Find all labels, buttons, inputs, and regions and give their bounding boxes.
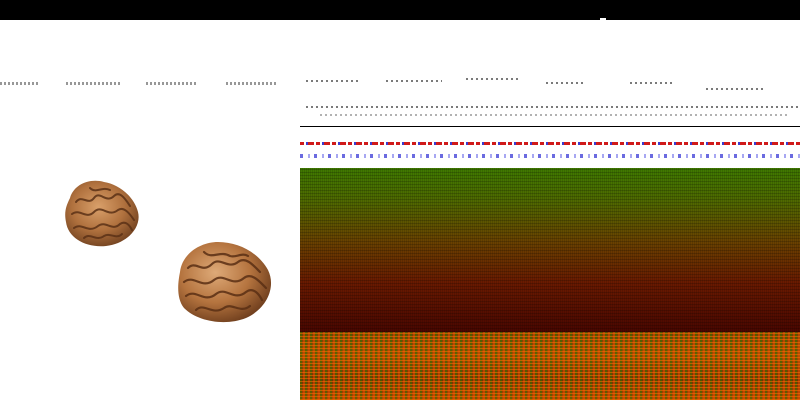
header-text-3 bbox=[466, 78, 520, 80]
menu-item-2[interactable] bbox=[66, 82, 120, 85]
header-text-6 bbox=[706, 88, 766, 90]
header-subtext-2 bbox=[320, 114, 790, 116]
top-black-bar bbox=[0, 0, 800, 20]
menu-item-3[interactable] bbox=[146, 82, 198, 85]
header-text-1 bbox=[306, 80, 360, 82]
orange-noise-panel bbox=[300, 332, 800, 400]
topbar-marker bbox=[600, 18, 606, 20]
menu-item-4[interactable] bbox=[226, 82, 278, 85]
menu-item-1[interactable] bbox=[0, 82, 40, 85]
highlight-row-red bbox=[300, 140, 800, 148]
header-divider bbox=[300, 126, 800, 127]
green-to-red-gradient-panel bbox=[300, 168, 800, 332]
walnut-object-2 bbox=[178, 242, 272, 323]
left-menu-strip bbox=[0, 82, 300, 92]
content-header bbox=[300, 70, 800, 126]
header-text-2 bbox=[386, 80, 442, 82]
header-subtext bbox=[306, 106, 798, 108]
walnut-object-1 bbox=[65, 180, 139, 247]
header-text-4 bbox=[546, 82, 586, 84]
highlight-row-blue bbox=[300, 150, 800, 164]
header-text-5 bbox=[630, 82, 672, 84]
